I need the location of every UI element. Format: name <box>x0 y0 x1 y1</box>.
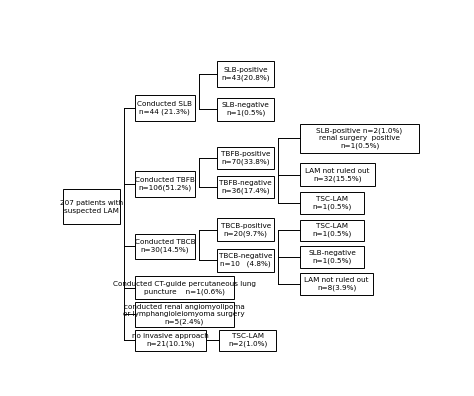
FancyBboxPatch shape <box>135 302 234 327</box>
FancyBboxPatch shape <box>300 273 374 295</box>
Text: TBFB-negative
n=36(17.4%): TBFB-negative n=36(17.4%) <box>219 180 272 194</box>
Text: TSC-LAM
n=1(0.5%): TSC-LAM n=1(0.5%) <box>312 196 352 210</box>
FancyBboxPatch shape <box>217 61 274 87</box>
Text: no invasive approach
n=21(10.1%): no invasive approach n=21(10.1%) <box>132 333 209 347</box>
FancyBboxPatch shape <box>135 276 234 299</box>
Text: SLB-positive
n=43(20.8%): SLB-positive n=43(20.8%) <box>221 67 270 81</box>
Text: Conducted SLB
n=44 (21.3%): Conducted SLB n=44 (21.3%) <box>137 101 192 115</box>
FancyBboxPatch shape <box>300 164 375 186</box>
FancyBboxPatch shape <box>219 329 276 351</box>
FancyBboxPatch shape <box>135 329 206 351</box>
FancyBboxPatch shape <box>63 189 120 225</box>
Text: conducted renal angiomyolipoma
or lymphangioleiomyoma surgery
n=5(2.4%): conducted renal angiomyolipoma or lympha… <box>123 304 245 325</box>
FancyBboxPatch shape <box>217 98 274 121</box>
FancyBboxPatch shape <box>217 175 274 198</box>
FancyBboxPatch shape <box>300 246 364 268</box>
Text: 207 patients with
suspected LAM: 207 patients with suspected LAM <box>60 200 123 213</box>
Text: TSC-LAM
n=2(1.0%): TSC-LAM n=2(1.0%) <box>228 333 267 347</box>
FancyBboxPatch shape <box>300 220 364 241</box>
Text: SLB-positive n=2(1.0%)
renal surgery  positive
n=1(0.5%): SLB-positive n=2(1.0%) renal surgery pos… <box>317 127 402 149</box>
Text: Conducted CT-guide percutaneous lung
puncture    n=1(0.6%): Conducted CT-guide percutaneous lung pun… <box>113 281 255 295</box>
FancyBboxPatch shape <box>135 95 195 121</box>
FancyBboxPatch shape <box>300 192 364 214</box>
Text: SLB-negative
n=1(0.5%): SLB-negative n=1(0.5%) <box>308 250 356 264</box>
Text: TBFB-positive
n=70(33.8%): TBFB-positive n=70(33.8%) <box>221 151 271 165</box>
Text: TBCB-positive
n=20(9.7%): TBCB-positive n=20(9.7%) <box>220 223 271 237</box>
Text: LAM not ruled out
n=32(15.5%): LAM not ruled out n=32(15.5%) <box>305 168 370 182</box>
FancyBboxPatch shape <box>135 234 195 259</box>
FancyBboxPatch shape <box>217 147 274 169</box>
FancyBboxPatch shape <box>300 124 419 153</box>
Text: Conducted TBCB
n=30(14.5%): Conducted TBCB n=30(14.5%) <box>135 240 195 253</box>
Text: SLB-negative
n=1(0.5%): SLB-negative n=1(0.5%) <box>222 102 270 116</box>
Text: TBCB-negative
n=10   (4.8%): TBCB-negative n=10 (4.8%) <box>219 253 273 267</box>
FancyBboxPatch shape <box>217 218 274 241</box>
FancyBboxPatch shape <box>135 171 195 197</box>
Text: LAM not ruled out
n=8(3.9%): LAM not ruled out n=8(3.9%) <box>304 277 369 291</box>
Text: TSC-LAM
n=1(0.5%): TSC-LAM n=1(0.5%) <box>312 223 352 238</box>
Text: Conducted TBFB
n=106(51.2%): Conducted TBFB n=106(51.2%) <box>135 177 195 191</box>
FancyBboxPatch shape <box>217 249 274 272</box>
